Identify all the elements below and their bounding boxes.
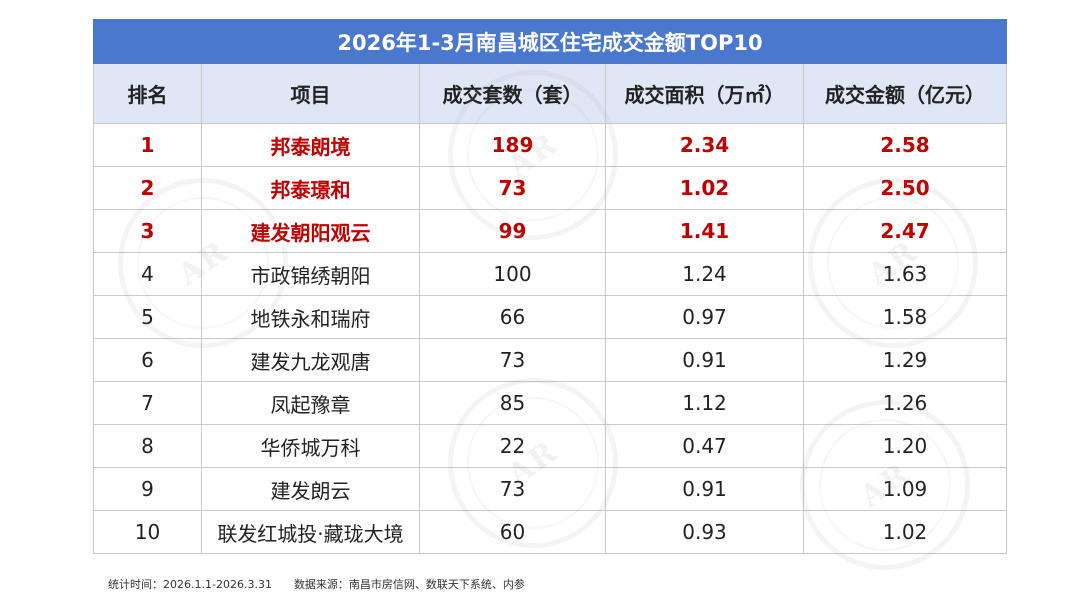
cell-amount: 1.26 [802, 381, 1008, 425]
table-row: 3 建发朝阳观云 99 1.41 2.47 [93, 209, 1008, 253]
table-row: 7 凤起豫章 85 1.12 1.26 [93, 381, 1008, 425]
cell-rank: 10 [93, 510, 202, 554]
cell-project: 地铁永和瑞府 [201, 295, 420, 339]
cell-rank: 4 [93, 252, 202, 296]
cell-rank: 2 [93, 166, 202, 210]
footer-note: 统计时间：2026.1.1-2026.3.31 数据来源：南昌市房信网、数联天下系… [108, 576, 525, 592]
cell-units: 73 [419, 467, 606, 511]
header-units: 成交套数（套） [419, 63, 606, 124]
cell-project: 华侨城万科 [201, 424, 420, 468]
cell-units: 66 [419, 295, 606, 339]
cell-project: 建发朗云 [201, 467, 420, 511]
cell-rank: 1 [93, 123, 202, 167]
table-body: 1 邦泰朗境 189 2.34 2.58 2 邦泰璟和 73 1.02 2.50 3 建发朝阳观云 99… [93, 123, 1008, 554]
cell-amount: 2.47 [802, 209, 1008, 253]
cell-project: 凤起豫章 [201, 381, 420, 425]
cell-amount: 2.50 [802, 166, 1008, 210]
cell-area: 2.34 [605, 123, 804, 167]
cell-area: 0.91 [605, 338, 804, 382]
cell-area: 1.02 [605, 166, 804, 210]
cell-rank: 9 [93, 467, 202, 511]
cell-area: 1.12 [605, 381, 804, 425]
header-rank: 排名 [93, 63, 202, 124]
cell-rank: 5 [93, 295, 202, 339]
cell-area: 0.97 [605, 295, 804, 339]
cell-amount: 1.29 [802, 338, 1008, 382]
table-row: 9 建发朗云 73 0.91 1.09 [93, 467, 1008, 511]
cell-amount: 1.58 [802, 295, 1008, 339]
cell-units: 99 [419, 209, 606, 253]
table-row: 10 联发红城投·藏珑大境 60 0.93 1.02 [93, 510, 1008, 554]
table-row: 2 邦泰璟和 73 1.02 2.50 [93, 166, 1008, 210]
table-title: 2026年1-3月南昌城区住宅成交金额TOP10 [92, 19, 1008, 64]
cell-units: 85 [419, 381, 606, 425]
cell-area: 0.47 [605, 424, 804, 468]
footer-source: 数据来源：南昌市房信网、数联天下系统、内参 [293, 578, 525, 591]
table-row: 8 华侨城万科 22 0.47 1.20 [93, 424, 1008, 468]
cell-area: 0.93 [605, 510, 804, 554]
cell-area: 1.24 [605, 252, 804, 296]
cell-units: 189 [419, 123, 606, 167]
table-row: 1 邦泰朗境 189 2.34 2.58 [93, 123, 1008, 167]
cell-units: 60 [419, 510, 606, 554]
table-row: 4 市政锦绣朝阳 100 1.24 1.63 [93, 252, 1008, 296]
cell-project: 建发朝阳观云 [201, 209, 420, 253]
cell-amount: 1.20 [802, 424, 1008, 468]
cell-project: 邦泰璟和 [201, 166, 420, 210]
cell-units: 100 [419, 252, 606, 296]
cell-amount: 1.09 [802, 467, 1008, 511]
cell-units: 73 [419, 338, 606, 382]
cell-units: 73 [419, 166, 606, 210]
table-row: 6 建发九龙观唐 73 0.91 1.29 [93, 338, 1008, 382]
cell-project: 市政锦绣朝阳 [201, 252, 420, 296]
table-row: 5 地铁永和瑞府 66 0.97 1.58 [93, 295, 1008, 339]
cell-area: 0.91 [605, 467, 804, 511]
cell-units: 22 [419, 424, 606, 468]
cell-rank: 6 [93, 338, 202, 382]
cell-rank: 7 [93, 381, 202, 425]
cell-amount: 2.58 [802, 123, 1008, 167]
cell-project: 邦泰朗境 [201, 123, 420, 167]
footer-period: 统计时间：2026.1.1-2026.3.31 [108, 578, 272, 591]
cell-project: 联发红城投·藏珑大境 [201, 510, 420, 554]
ranking-table: 2026年1-3月南昌城区住宅成交金额TOP10 排名 项目 成交套数（套） 成… [92, 19, 1008, 554]
header-project: 项目 [201, 63, 420, 124]
cell-rank: 3 [93, 209, 202, 253]
header-amount: 成交金额（亿元） [802, 63, 1008, 124]
cell-rank: 8 [93, 424, 202, 468]
header-row: 排名 项目 成交套数（套） 成交面积（万㎡） 成交金额（亿元） [93, 63, 1008, 124]
header-area: 成交面积（万㎡） [605, 63, 804, 124]
cell-project: 建发九龙观唐 [201, 338, 420, 382]
cell-amount: 1.02 [802, 510, 1008, 554]
cell-area: 1.41 [605, 209, 804, 253]
cell-amount: 1.63 [802, 252, 1008, 296]
